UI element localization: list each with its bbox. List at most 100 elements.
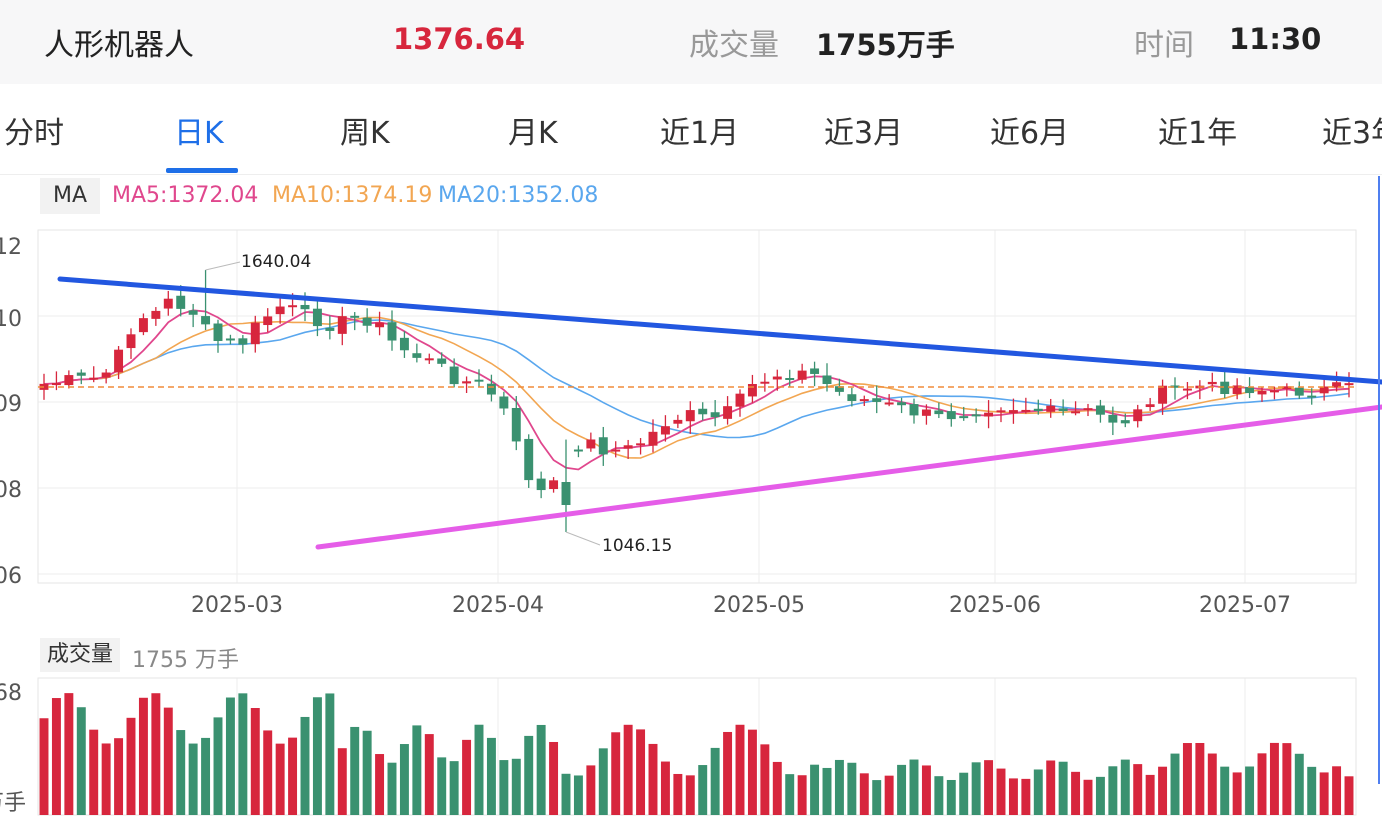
volume-legend-value: 1755 万手 [132,648,239,673]
candle-body [586,439,596,449]
volume-bar [1195,742,1205,815]
volume-bar [474,724,484,815]
volume-bar [225,697,235,815]
candle-body [387,322,397,341]
time-value: 11:30 [1229,22,1322,56]
tab-6-month[interactable]: 近6月 [990,116,1070,151]
candle-body [1332,382,1342,388]
candle-body [598,437,608,455]
tab-3-month[interactable]: 近3月 [824,116,904,151]
candle-body [1170,385,1180,388]
candle-body [1058,408,1068,412]
ma10-value: MA10:1374.19 [272,183,433,208]
tab-1-year[interactable]: 近1年 [1158,116,1238,151]
volume-bar [337,748,347,815]
volume-bar [735,724,745,815]
volume-bar [536,724,546,815]
volume-bar [238,693,248,815]
y-tick-label: 10 [0,307,22,332]
volume-bar [1158,766,1168,815]
volume-indicator-selector[interactable]: 成交量 [40,638,120,672]
candle-body [474,379,484,382]
tab-3-year[interactable]: 近3年 [1322,116,1382,151]
candle-body [747,384,757,397]
candle-body [996,410,1006,413]
ma20-value: MA20:1352.08 [438,183,599,208]
candle-body [350,315,360,318]
volume-bar [586,765,596,815]
volume-bar [387,762,397,815]
volume-bar [89,729,99,815]
volume-bar [1008,778,1018,815]
candle-body [1133,409,1143,422]
candle-body [375,322,385,328]
candle-body [959,416,969,419]
candle-body [1158,385,1168,404]
candle-body [921,409,931,416]
volume-bar [747,729,757,815]
tab-1-month[interactable]: 近1月 [660,116,740,151]
tab-intraday[interactable]: 分时 [4,116,64,151]
volume-bar [611,732,621,815]
volume-bar [1207,753,1217,815]
volume-bar [437,757,447,815]
y-tick-label: 06 [0,564,22,589]
candle-body [1257,390,1267,395]
candle-body [1344,383,1354,386]
x-tick-label: 2025-06 [949,593,1041,618]
candle-body [1294,387,1304,396]
tab-monthly-k[interactable]: 月K [508,116,558,151]
volume-bar [462,739,472,815]
volume-bar [101,743,111,815]
volume-bar [1282,743,1292,815]
candle-body [772,376,782,380]
volume-bar [138,697,148,815]
low-annotation-label: 1046.15 [602,536,672,556]
candle-body [859,399,869,402]
candle-body [1220,381,1230,395]
candle-body [834,386,844,392]
candle-body [536,478,546,491]
candle-body [561,482,571,505]
volume-bar [1033,769,1043,815]
candle-body [76,372,86,376]
tab-weekly-k[interactable]: 周K [340,116,390,151]
volume-bar [1108,766,1118,815]
candle-body [275,306,285,315]
volume-bar [424,734,434,815]
candle-body [1269,390,1279,393]
candle-body [300,304,310,310]
volume-bar [685,775,695,815]
candle-body [760,381,770,384]
volume-bar [114,738,124,815]
candle-body [114,349,124,373]
candle-body [138,318,148,333]
resistance-trendline [57,276,1382,385]
volume-bar [213,717,223,815]
candle-body [126,334,136,349]
volume-bar [921,765,931,815]
volume-bar [312,697,322,815]
volume-bar [636,729,646,815]
candle-body [623,445,633,449]
candle-body [735,393,745,407]
volume-bar [859,773,869,815]
index-name: 人形机器人 [44,28,194,63]
ma-selector[interactable]: MA [40,178,100,214]
ma5-line [43,309,1350,471]
candle-body [1307,395,1317,398]
x-tick-label: 2025-05 [713,593,805,618]
candle-body [238,338,248,345]
volume-bar [660,761,670,815]
volume-bar [163,707,173,815]
volume-bar [673,773,683,815]
tab-daily-k[interactable]: 日K [174,116,224,151]
volume-bar [1120,759,1130,815]
current-price: 1376.64 [393,22,526,56]
y-tick-label: 09 [0,392,22,417]
volume-bar [399,744,409,815]
candle-body [511,407,521,442]
volume-bar [250,708,260,815]
volume-bar [263,730,273,815]
